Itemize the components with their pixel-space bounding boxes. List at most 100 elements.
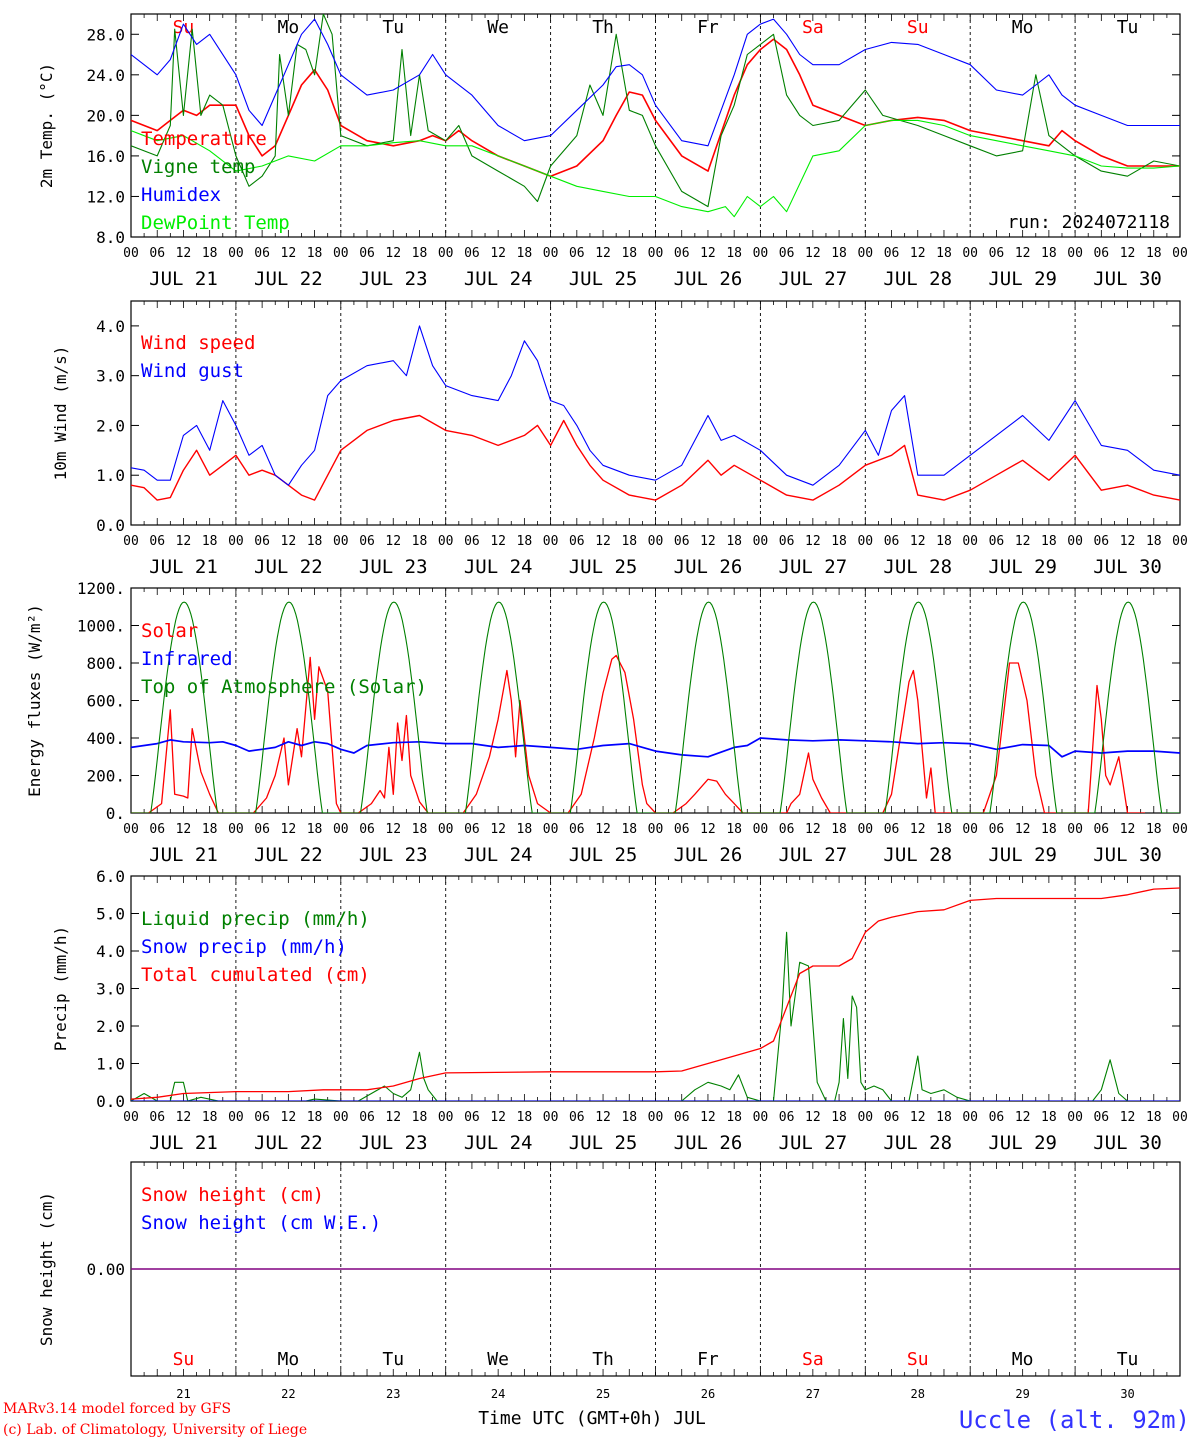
hour-label: 12 — [176, 1110, 192, 1125]
hour-label: 12 — [1120, 534, 1136, 549]
hour-label: 06 — [359, 822, 375, 837]
lab-credit: (c) Lab. of Climatology, University of L… — [3, 1422, 307, 1438]
hour-label: 18 — [936, 246, 952, 261]
hour-label: 06 — [989, 246, 1005, 261]
hour-label: 18 — [936, 822, 952, 837]
day-name: Su — [907, 1349, 929, 1370]
hour-label: 00 — [753, 534, 769, 549]
y-tick-label: 0.0 — [96, 516, 125, 535]
legend-wind-gust: Wind gust — [141, 360, 244, 382]
date-label: JUL 24 — [464, 268, 533, 290]
hour-label: 12 — [595, 1110, 611, 1125]
hour-label: 06 — [149, 534, 165, 549]
hour-label: 18 — [307, 1110, 323, 1125]
hour-label: 12 — [1015, 822, 1031, 837]
date-label: JUL 22 — [254, 1132, 323, 1154]
date-label: JUL 28 — [883, 844, 952, 866]
hour-label: 12 — [595, 534, 611, 549]
day-name: Fr — [697, 17, 719, 38]
panel-5: 0.00 Snow height (cm) Su 21 Mo 22 Tu 23 We 24 Th 25… — [37, 1161, 1181, 1401]
hour-label: 12 — [700, 822, 716, 837]
hour-label: 00 — [753, 246, 769, 261]
y-axis-label: 2m Temp. (°C) — [37, 63, 56, 188]
hour-label: 06 — [884, 822, 900, 837]
hour-label: 12 — [281, 246, 297, 261]
hour-label: 12 — [1120, 246, 1136, 261]
hour-label: 06 — [1093, 534, 1109, 549]
date-label: JUL 25 — [569, 844, 638, 866]
hour-label: 12 — [490, 534, 506, 549]
hour-label: 00 — [543, 246, 559, 261]
hour-label: 00 — [1172, 246, 1188, 261]
hour-label: 18 — [726, 822, 742, 837]
day-name: Su — [173, 1349, 195, 1370]
hour-label: 18 — [412, 1110, 428, 1125]
y-tick-label: 4.0 — [96, 317, 125, 336]
day-number: 22 — [281, 1387, 295, 1401]
hour-label: 06 — [989, 1110, 1005, 1125]
hour-label: 00 — [1067, 534, 1083, 549]
series-line-wind-speed — [131, 414, 1180, 501]
hour-label: 18 — [831, 822, 847, 837]
y-axis-label: Snow height (cm) — [37, 1192, 56, 1346]
date-label: JUL 25 — [569, 556, 638, 578]
date-label: JUL 29 — [988, 1132, 1057, 1154]
hour-label: 12 — [1015, 534, 1031, 549]
hour-label: 00 — [438, 246, 454, 261]
hour-label: 06 — [569, 246, 585, 261]
hour-label: 06 — [674, 822, 690, 837]
series-line-wind-gust — [131, 325, 1180, 486]
hour-label: 18 — [1146, 1110, 1162, 1125]
day-number: 23 — [386, 1387, 400, 1401]
hour-label: 00 — [123, 246, 139, 261]
series-line-vigne-temp — [131, 14, 1180, 208]
date-label: JUL 27 — [779, 556, 848, 578]
hour-label: 06 — [569, 1110, 585, 1125]
hour-label: 12 — [910, 246, 926, 261]
hour-label: 12 — [1015, 246, 1031, 261]
series-line-infrared — [131, 737, 1180, 758]
y-tick-label: 16.0 — [86, 147, 125, 166]
hour-label: 18 — [726, 246, 742, 261]
hour-label: 12 — [805, 246, 821, 261]
hour-label: 18 — [307, 246, 323, 261]
legend-snow-precip-mm-h-: Snow precip (mm/h) — [141, 936, 347, 958]
hour-label: 18 — [202, 246, 218, 261]
y-tick-label: 1000. — [77, 617, 125, 636]
hour-label: 00 — [962, 1110, 978, 1125]
hour-label: 06 — [254, 246, 270, 261]
hour-label: 12 — [910, 1110, 926, 1125]
hour-label: 06 — [464, 246, 480, 261]
hour-label: 00 — [333, 246, 349, 261]
hour-label: 18 — [412, 822, 428, 837]
hour-label: 12 — [490, 822, 506, 837]
day-name: Mo — [1012, 1349, 1034, 1370]
date-label: JUL 28 — [883, 1132, 952, 1154]
hour-label: 06 — [254, 534, 270, 549]
date-label: JUL 29 — [988, 844, 1057, 866]
day-name: Tu — [382, 1349, 404, 1370]
y-axis-label: Energy fluxes (W/m²) — [25, 604, 44, 797]
date-label: JUL 23 — [359, 268, 428, 290]
legend-total-cumulated-cm-: Total cumulated (cm) — [141, 964, 370, 986]
hour-label: 18 — [831, 534, 847, 549]
date-label: JUL 26 — [674, 844, 743, 866]
date-label: JUL 28 — [883, 268, 952, 290]
hour-label: 00 — [543, 822, 559, 837]
date-label: JUL 21 — [149, 268, 218, 290]
hour-label: 06 — [674, 246, 690, 261]
y-tick-label: 1200. — [77, 579, 125, 598]
hour-label: 00 — [333, 822, 349, 837]
y-tick-label: 24.0 — [86, 66, 125, 85]
hour-label: 06 — [464, 822, 480, 837]
date-label: JUL 21 — [149, 556, 218, 578]
hour-label: 12 — [700, 534, 716, 549]
hour-label: 00 — [962, 534, 978, 549]
hour-label: 06 — [779, 246, 795, 261]
date-label: JUL 27 — [779, 268, 848, 290]
date-label: JUL 27 — [779, 844, 848, 866]
hour-label: 12 — [1015, 1110, 1031, 1125]
date-label: JUL 23 — [359, 1132, 428, 1154]
date-label: JUL 24 — [464, 1132, 533, 1154]
